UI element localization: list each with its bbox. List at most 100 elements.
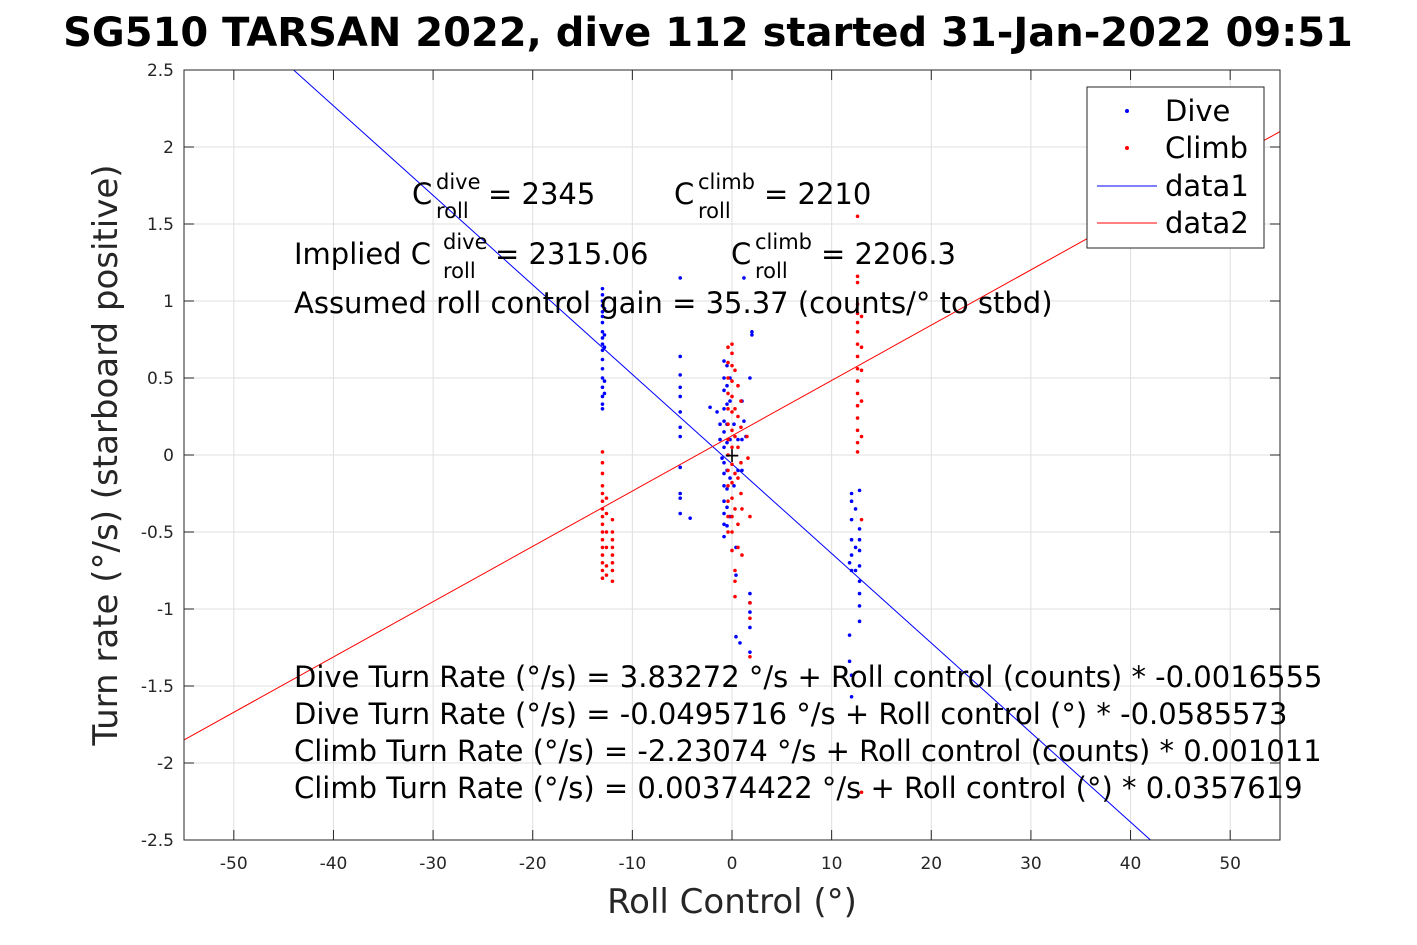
climb-point (739, 460, 743, 465)
axis-ticks (184, 69, 1280, 841)
dive-point (740, 468, 744, 473)
origin-marker: + (724, 443, 741, 467)
climb-point (859, 399, 864, 403)
dive-point (857, 564, 862, 568)
climb-point (855, 416, 860, 420)
dive-point (732, 484, 736, 488)
dive-point (849, 694, 854, 699)
legend-data2-label: data2 (1165, 206, 1249, 240)
x-tick-label: -10 (618, 854, 646, 874)
climb-point (730, 548, 734, 553)
y-tick-label: 1 (163, 292, 174, 312)
climb-point (736, 445, 740, 450)
dive-point (857, 537, 862, 542)
climb-point (600, 460, 605, 465)
climb-point (733, 579, 737, 584)
dive-point (600, 309, 605, 314)
climb-point (859, 345, 864, 350)
climb-point (610, 517, 615, 522)
dive-point (602, 345, 607, 350)
dive-point (602, 306, 607, 311)
x-tick-labels: -50 -40 -30 -20 -10 0 10 20 30 40 50 (220, 854, 1241, 874)
dive-point (722, 419, 726, 423)
y-axis-label: Turn rate (°/s) (starboard positive) (86, 164, 126, 746)
dive-point (732, 422, 736, 427)
dive-point (728, 399, 732, 403)
dive-point (722, 484, 726, 488)
dive-point (736, 437, 740, 442)
climb-point (855, 440, 860, 445)
c-dive-value: = 2345 (488, 177, 595, 211)
climb-point (726, 514, 730, 519)
climb-point (726, 422, 730, 427)
fit-line-1: Dive Turn Rate (°/s) = 3.83272 °/s + Rol… (294, 660, 1322, 694)
climb-point (726, 484, 730, 488)
climb-point (600, 484, 605, 488)
dive-point (600, 336, 605, 340)
dive-point (602, 391, 607, 396)
climb-point (855, 302, 860, 306)
dive-point (722, 499, 726, 504)
dive-point (849, 553, 854, 557)
x-tick-label: 10 (821, 854, 843, 874)
climb-point (736, 383, 740, 388)
dive-point (722, 430, 726, 434)
c-dive-symbol: C (412, 177, 432, 211)
dive-point (847, 561, 852, 565)
climb-point (730, 496, 734, 500)
climb-point (610, 561, 615, 565)
climb-point (736, 414, 740, 419)
climb-point (855, 342, 860, 346)
climb-point (748, 616, 752, 621)
legend-climb-marker (1125, 146, 1129, 150)
climb-point (745, 434, 749, 439)
dive-point (678, 394, 682, 399)
dive-point (678, 354, 682, 359)
climb-point (855, 214, 860, 219)
dive-point (742, 419, 746, 423)
y-tick-label: -0.5 (141, 523, 174, 543)
dive-point (725, 363, 729, 368)
climb-point (855, 379, 860, 383)
climb-point (730, 428, 734, 433)
dive-point (678, 425, 682, 430)
climb-point (604, 564, 609, 568)
climb-point (730, 410, 734, 414)
climb-point (855, 366, 860, 371)
climb-point (730, 462, 734, 467)
x-tick-label: 20 (920, 854, 942, 874)
climb-point (730, 363, 734, 368)
legend-dive-label: Dive (1165, 94, 1230, 128)
dive-point (857, 619, 862, 624)
climb-point (855, 274, 860, 279)
dive-point (725, 524, 729, 528)
climb-point (610, 537, 615, 542)
climb-point (733, 407, 737, 411)
y-tick-label: 0 (163, 446, 174, 466)
annotation-implied-dive: Implied C dive roll = 2315.06 (294, 230, 648, 283)
dive-point (678, 491, 682, 496)
climb-point (726, 376, 730, 380)
climb-point (730, 480, 734, 485)
x-tick-label: -50 (220, 854, 248, 874)
x-tick-label: -40 (320, 854, 348, 874)
climb-point (740, 553, 744, 557)
climb-point (746, 456, 750, 460)
climb-point (855, 354, 860, 359)
annotation-c-dive: C dive roll = 2345 (412, 170, 595, 223)
climb-point (600, 545, 605, 550)
dive-point (600, 376, 605, 380)
dive-point (600, 394, 605, 399)
climb-point (600, 568, 605, 573)
climb-point (740, 507, 744, 511)
climb-point (726, 407, 730, 411)
dive-point (722, 471, 726, 476)
dive-point (847, 659, 852, 664)
climb-point (600, 507, 605, 511)
dive-point (738, 641, 742, 645)
legend: Dive Climb data1 data2 (1086, 86, 1265, 249)
dive-point (600, 402, 605, 406)
dive-point (728, 476, 732, 480)
c-climb-superscript: climb (698, 170, 755, 194)
dive-point (600, 348, 605, 353)
